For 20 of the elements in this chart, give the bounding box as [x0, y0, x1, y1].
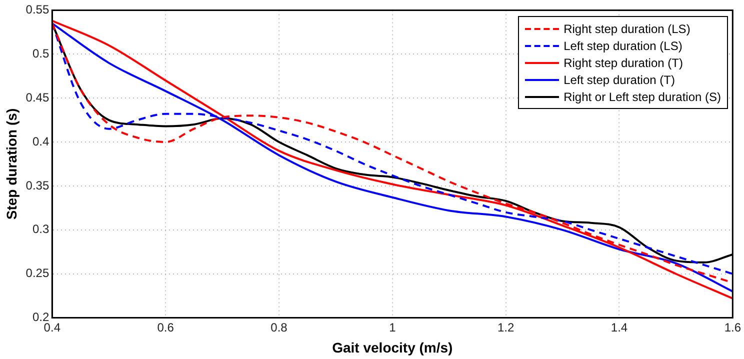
y-tick-label: 0.25 — [26, 266, 50, 280]
y-tick-label: 0.5 — [32, 46, 50, 60]
y-axis-title: Step duration (s) — [3, 108, 20, 220]
x-tick-label: 1.2 — [497, 320, 514, 334]
legend-label: Left step duration (T) — [564, 72, 675, 86]
legend-label: Right or Left step duration (S) — [564, 90, 721, 104]
x-tick-label: 0.6 — [157, 320, 174, 334]
x-axis-title: Gait velocity (m/s) — [332, 339, 453, 356]
y-tick-label: 0.4 — [32, 134, 50, 148]
legend-label: Left step duration (LS) — [564, 38, 682, 52]
x-tick-label: 0.8 — [270, 320, 288, 334]
x-tick-label: 1.4 — [610, 320, 628, 334]
y-tick-label: 0.3 — [32, 222, 50, 236]
y-tick-label: 0.35 — [26, 178, 50, 192]
legend-label: Right step duration (LS) — [564, 22, 690, 36]
y-tick-label: 0.55 — [26, 2, 50, 17]
x-tick-label: 1 — [389, 320, 396, 334]
x-tick-label: 1.6 — [724, 320, 742, 334]
y-tick-label: 0.45 — [26, 90, 50, 104]
legend-label: Right step duration (T) — [564, 56, 683, 70]
